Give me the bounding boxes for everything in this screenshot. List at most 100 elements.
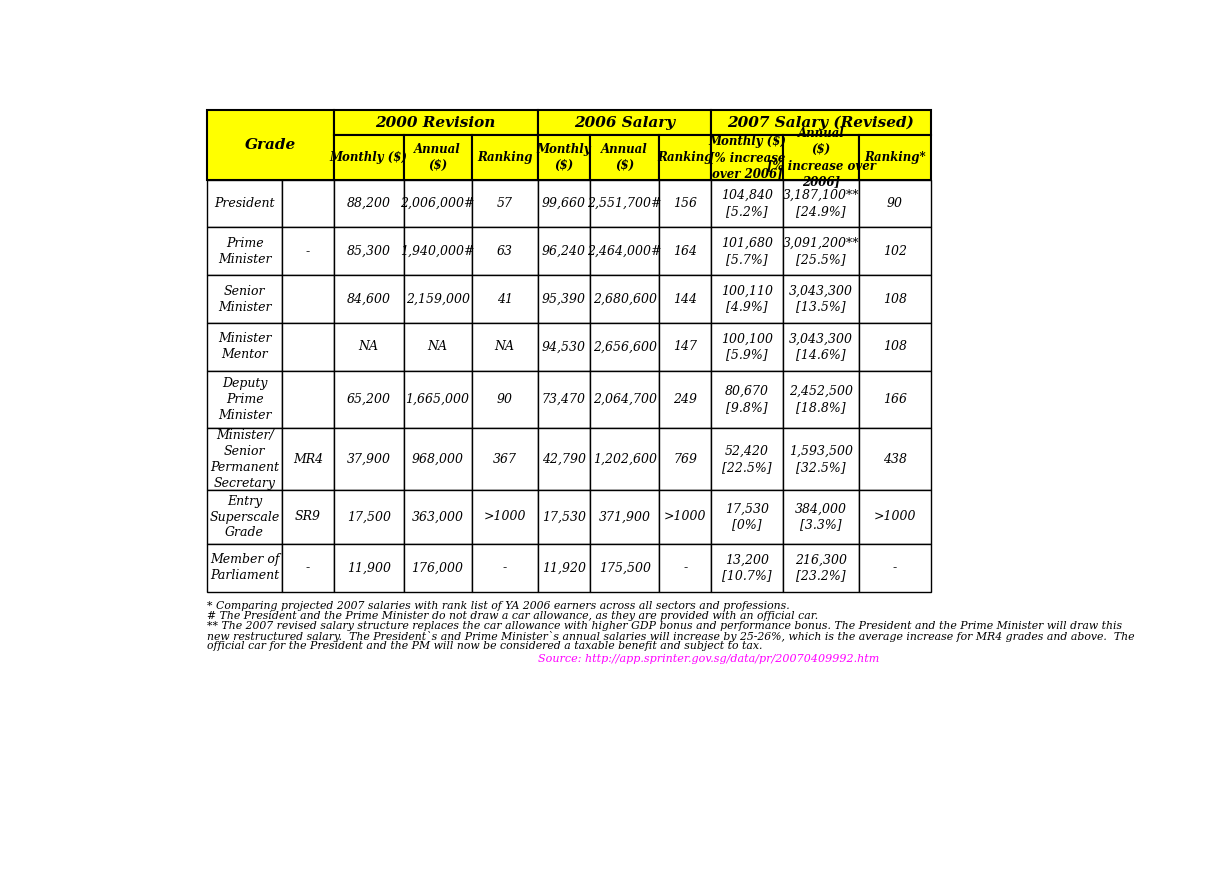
- Text: 175,500: 175,500: [599, 561, 650, 574]
- Text: 80,670
[9.8%]: 80,670 [9.8%]: [725, 385, 769, 414]
- Text: 52,420
[22.5%]: 52,420 [22.5%]: [723, 445, 771, 474]
- Bar: [659, 180, 711, 228]
- Text: new restructured salary.  The President`s and Prime Minister`s annual salaries w: new restructured salary. The President`s…: [207, 631, 1135, 642]
- Bar: [281, 275, 334, 323]
- Bar: [859, 323, 930, 371]
- Text: Monthly ($)
[% increase
over 2006]: Monthly ($) [% increase over 2006]: [708, 135, 786, 180]
- Bar: [784, 371, 859, 428]
- Bar: [404, 180, 472, 228]
- Bar: [207, 490, 281, 544]
- Bar: [537, 275, 591, 323]
- Text: 1,202,600: 1,202,600: [593, 453, 656, 466]
- Bar: [784, 135, 859, 180]
- Bar: [207, 110, 334, 180]
- Text: 2,006,000#: 2,006,000#: [400, 197, 474, 210]
- Text: Ranking: Ranking: [657, 151, 713, 164]
- Bar: [659, 323, 711, 371]
- Text: 2,159,000: 2,159,000: [405, 293, 469, 306]
- Bar: [659, 490, 711, 544]
- Text: 11,900: 11,900: [347, 561, 391, 574]
- Bar: [711, 180, 784, 228]
- Bar: [591, 180, 659, 228]
- Text: ** The 2007 revised salary structure replaces the car allowance with higher GDP : ** The 2007 revised salary structure rep…: [207, 621, 1122, 631]
- Bar: [334, 544, 404, 592]
- Text: 65,200: 65,200: [347, 393, 391, 406]
- Text: 2,680,600: 2,680,600: [593, 293, 656, 306]
- Text: Source: http://app.sprinter.gov.sg/data/pr/20070409992.htm: Source: http://app.sprinter.gov.sg/data/…: [537, 654, 879, 664]
- Bar: [859, 544, 930, 592]
- Text: 363,000: 363,000: [411, 510, 463, 523]
- Bar: [711, 490, 784, 544]
- Text: 100,100
[5.9%]: 100,100 [5.9%]: [722, 332, 773, 362]
- Bar: [591, 490, 659, 544]
- Text: Senior
Minister: Senior Minister: [218, 284, 272, 314]
- Bar: [711, 428, 784, 490]
- Text: 2,452,500
[18.8%]: 2,452,500 [18.8%]: [790, 385, 853, 414]
- Bar: [659, 544, 711, 592]
- Bar: [711, 275, 784, 323]
- Bar: [784, 275, 859, 323]
- Text: President: President: [215, 197, 275, 210]
- Bar: [784, 323, 859, 371]
- Text: 57: 57: [496, 197, 513, 210]
- Bar: [591, 135, 659, 180]
- Bar: [207, 428, 281, 490]
- Text: Ranking*: Ranking*: [864, 151, 926, 164]
- Text: 3,091,200**
[25.5%]: 3,091,200** [25.5%]: [782, 237, 860, 266]
- Text: Entry
Superscale
Grade: Entry Superscale Grade: [210, 494, 280, 540]
- Bar: [591, 275, 659, 323]
- Text: 438: 438: [883, 453, 907, 466]
- Bar: [591, 544, 659, 592]
- Text: 11,920: 11,920: [542, 561, 586, 574]
- Bar: [784, 228, 859, 275]
- Bar: [472, 323, 537, 371]
- Text: 99,660: 99,660: [542, 197, 586, 210]
- Bar: [859, 490, 930, 544]
- Bar: [334, 135, 404, 180]
- Text: 147: 147: [673, 341, 697, 354]
- Bar: [711, 371, 784, 428]
- Bar: [591, 371, 659, 428]
- Bar: [537, 544, 591, 592]
- Bar: [659, 275, 711, 323]
- Bar: [472, 135, 537, 180]
- Bar: [537, 228, 591, 275]
- Bar: [404, 371, 472, 428]
- Text: Annual
($): Annual ($): [414, 143, 461, 172]
- Text: 17,530: 17,530: [542, 510, 586, 523]
- Bar: [659, 135, 711, 180]
- Bar: [659, 228, 711, 275]
- Bar: [784, 428, 859, 490]
- Bar: [404, 490, 472, 544]
- Text: 17,530
[0%]: 17,530 [0%]: [725, 502, 769, 532]
- Bar: [472, 544, 537, 592]
- Text: 1,665,000: 1,665,000: [405, 393, 469, 406]
- Bar: [334, 110, 537, 135]
- Text: 108: 108: [883, 293, 907, 306]
- Text: 216,300
[23.2%]: 216,300 [23.2%]: [796, 554, 847, 582]
- Text: 90: 90: [496, 393, 513, 406]
- Bar: [404, 323, 472, 371]
- Bar: [711, 135, 784, 180]
- Bar: [334, 275, 404, 323]
- Text: NA: NA: [359, 341, 378, 354]
- Text: -: -: [683, 561, 688, 574]
- Text: Grade: Grade: [245, 138, 296, 152]
- Text: 94,530: 94,530: [542, 341, 586, 354]
- Text: NA: NA: [428, 341, 448, 354]
- Bar: [472, 275, 537, 323]
- Bar: [659, 428, 711, 490]
- Bar: [404, 544, 472, 592]
- Bar: [591, 323, 659, 371]
- Bar: [784, 490, 859, 544]
- Text: official car for the President and the PM will now be considered a taxable benef: official car for the President and the P…: [207, 641, 763, 651]
- Bar: [334, 428, 404, 490]
- Bar: [207, 544, 281, 592]
- Bar: [404, 428, 472, 490]
- Text: 2007 Salary (Revised): 2007 Salary (Revised): [728, 116, 915, 130]
- Bar: [334, 371, 404, 428]
- Text: 2,551,700#: 2,551,700#: [587, 197, 662, 210]
- Text: 3,043,300
[14.6%]: 3,043,300 [14.6%]: [790, 332, 853, 362]
- Text: 95,390: 95,390: [542, 293, 586, 306]
- Bar: [281, 323, 334, 371]
